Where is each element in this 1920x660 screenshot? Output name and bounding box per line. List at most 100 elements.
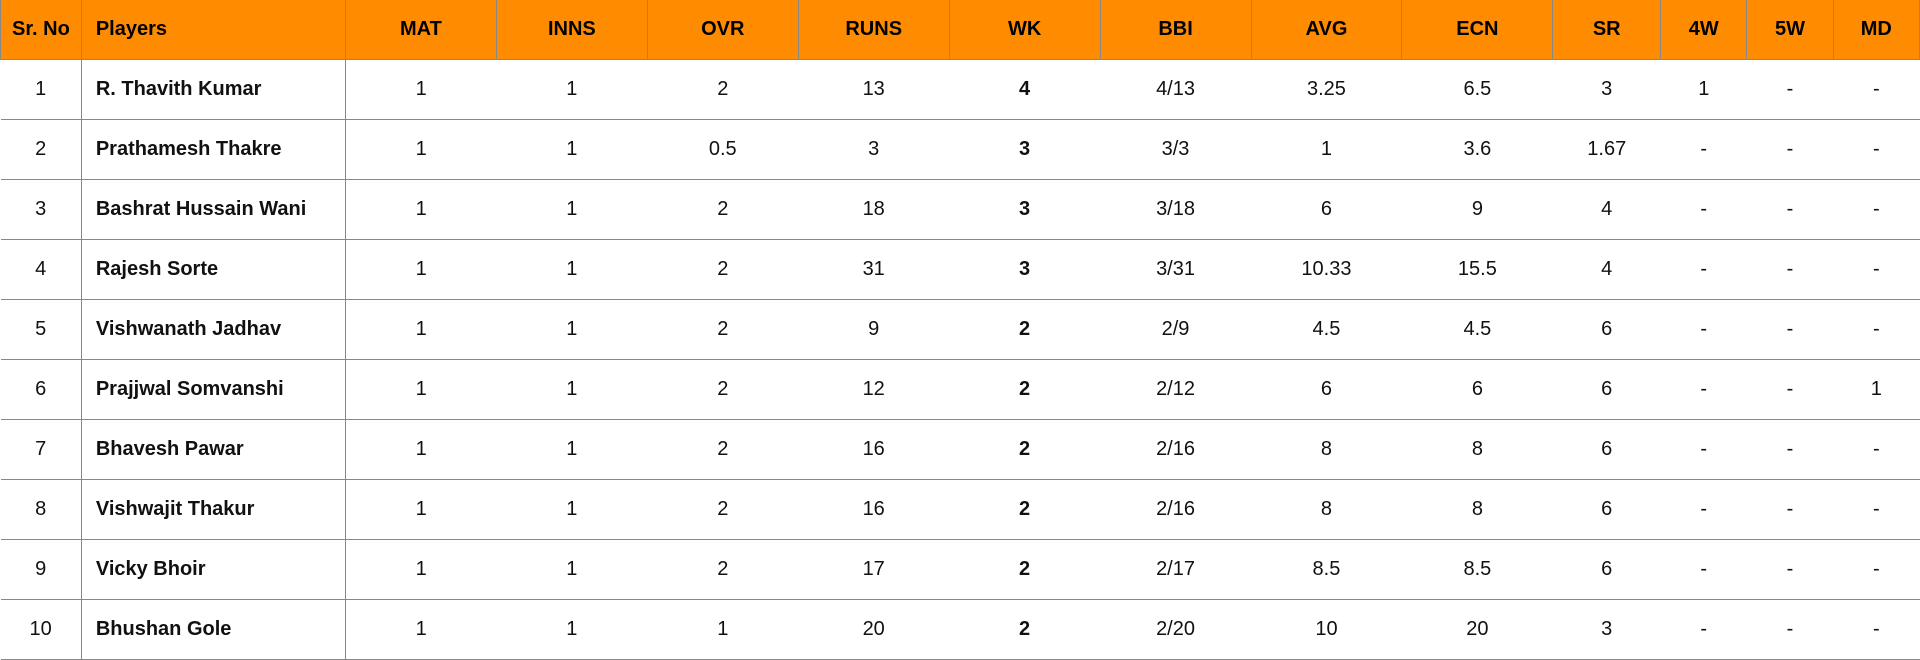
cell-fivew: -: [1747, 600, 1833, 660]
cell-fourw: -: [1661, 180, 1747, 240]
cell-fourw: -: [1661, 480, 1747, 540]
col-header-bbi: BBI: [1100, 0, 1251, 60]
col-header-ecn: ECN: [1402, 0, 1553, 60]
cell-mat: 1: [345, 600, 496, 660]
col-header-players: Players: [81, 0, 345, 60]
cell-avg: 8: [1251, 480, 1402, 540]
cell-players: Prathamesh Thakre: [81, 120, 345, 180]
cell-mat: 1: [345, 60, 496, 120]
cell-runs: 13: [798, 60, 949, 120]
cell-fivew: -: [1747, 240, 1833, 300]
cell-srno: 6: [1, 360, 82, 420]
cell-ovr: 2: [647, 180, 798, 240]
cell-runs: 31: [798, 240, 949, 300]
cell-inns: 1: [496, 480, 647, 540]
cell-ovr: 2: [647, 300, 798, 360]
cell-runs: 9: [798, 300, 949, 360]
cell-inns: 1: [496, 600, 647, 660]
cell-ovr: 2: [647, 420, 798, 480]
cell-avg: 1: [1251, 120, 1402, 180]
table-row: 3Bashrat Hussain Wani1121833/18694---: [1, 180, 1920, 240]
cell-inns: 1: [496, 120, 647, 180]
cell-bbi: 4/13: [1100, 60, 1251, 120]
cell-wk: 3: [949, 240, 1100, 300]
cell-ecn: 6: [1402, 360, 1553, 420]
cell-md: -: [1833, 420, 1919, 480]
cell-ovr: 2: [647, 480, 798, 540]
cell-md: -: [1833, 60, 1919, 120]
cell-runs: 3: [798, 120, 949, 180]
cell-players: Vishwanath Jadhav: [81, 300, 345, 360]
cell-fivew: -: [1747, 120, 1833, 180]
cell-srno: 10: [1, 600, 82, 660]
cell-bbi: 3/31: [1100, 240, 1251, 300]
cell-ecn: 4.5: [1402, 300, 1553, 360]
cell-bbi: 2/20: [1100, 600, 1251, 660]
cell-md: 1: [1833, 360, 1919, 420]
cell-srno: 4: [1, 240, 82, 300]
table-row: 1R. Thavith Kumar1121344/133.256.531--: [1, 60, 1920, 120]
cell-md: -: [1833, 120, 1919, 180]
cell-fourw: -: [1661, 360, 1747, 420]
cell-inns: 1: [496, 240, 647, 300]
cell-fourw: -: [1661, 240, 1747, 300]
cell-avg: 6: [1251, 360, 1402, 420]
cell-wk: 2: [949, 540, 1100, 600]
cell-sr: 3: [1553, 600, 1661, 660]
cell-players: Bhavesh Pawar: [81, 420, 345, 480]
cell-bbi: 2/17: [1100, 540, 1251, 600]
cell-sr: 3: [1553, 60, 1661, 120]
cell-sr: 6: [1553, 300, 1661, 360]
cell-runs: 12: [798, 360, 949, 420]
cell-sr: 4: [1553, 240, 1661, 300]
cell-ecn: 8: [1402, 420, 1553, 480]
cell-fourw: 1: [1661, 60, 1747, 120]
cell-inns: 1: [496, 300, 647, 360]
cell-bbi: 2/16: [1100, 420, 1251, 480]
cell-runs: 20: [798, 600, 949, 660]
table-row: 7Bhavesh Pawar1121622/16886---: [1, 420, 1920, 480]
cell-ecn: 6.5: [1402, 60, 1553, 120]
cell-mat: 1: [345, 120, 496, 180]
cell-fivew: -: [1747, 420, 1833, 480]
cell-runs: 17: [798, 540, 949, 600]
cell-ovr: 1: [647, 600, 798, 660]
cell-md: -: [1833, 240, 1919, 300]
cell-fourw: -: [1661, 300, 1747, 360]
cell-ecn: 8: [1402, 480, 1553, 540]
cell-srno: 3: [1, 180, 82, 240]
col-header-ovr: OVR: [647, 0, 798, 60]
col-header-runs: RUNS: [798, 0, 949, 60]
cell-fourw: -: [1661, 420, 1747, 480]
table-row: 8Vishwajit Thakur1121622/16886---: [1, 480, 1920, 540]
cell-inns: 1: [496, 420, 647, 480]
cell-mat: 1: [345, 180, 496, 240]
cell-mat: 1: [345, 420, 496, 480]
cell-avg: 4.5: [1251, 300, 1402, 360]
cell-fivew: -: [1747, 300, 1833, 360]
cell-srno: 2: [1, 120, 82, 180]
cell-wk: 3: [949, 180, 1100, 240]
col-header-avg: AVG: [1251, 0, 1402, 60]
col-header-inns: INNS: [496, 0, 647, 60]
cell-mat: 1: [345, 540, 496, 600]
col-header-srno: Sr. No: [1, 0, 82, 60]
cell-bbi: 2/16: [1100, 480, 1251, 540]
cell-inns: 1: [496, 180, 647, 240]
table-row: 6Prajjwal Somvanshi1121222/12666--1: [1, 360, 1920, 420]
cell-md: -: [1833, 480, 1919, 540]
cell-runs: 16: [798, 420, 949, 480]
table-header-row: Sr. No Players MAT INNS OVR RUNS WK BBI …: [1, 0, 1920, 60]
cell-ovr: 0.5: [647, 120, 798, 180]
cell-md: -: [1833, 300, 1919, 360]
cell-wk: 3: [949, 120, 1100, 180]
col-header-5w: 5W: [1747, 0, 1833, 60]
cell-wk: 2: [949, 600, 1100, 660]
cell-runs: 18: [798, 180, 949, 240]
col-header-4w: 4W: [1661, 0, 1747, 60]
cell-md: -: [1833, 600, 1919, 660]
cell-sr: 6: [1553, 360, 1661, 420]
table-row: 9Vicky Bhoir1121722/178.58.56---: [1, 540, 1920, 600]
cell-ecn: 20: [1402, 600, 1553, 660]
cell-players: Prajjwal Somvanshi: [81, 360, 345, 420]
